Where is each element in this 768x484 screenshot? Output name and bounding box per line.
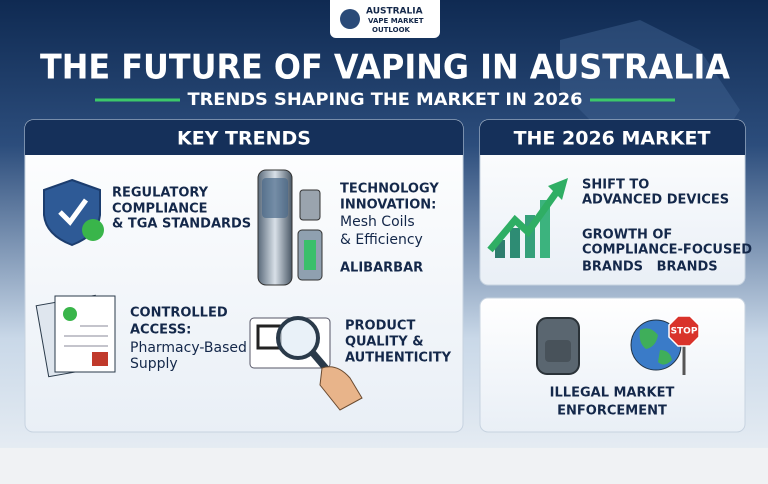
subtitle: TRENDS SHAPING THE MARKET IN 2026 — [188, 90, 583, 110]
bottom-strip — [0, 448, 768, 484]
logo-box — [330, 0, 440, 38]
market-text: COMPLIANCE-FOCUSED — [582, 243, 752, 258]
market-text: GROWTH OF — [582, 228, 672, 243]
trend-title: QUALITY & — [345, 335, 424, 350]
key-trends-panel — [24, 119, 464, 433]
panel-header — [25, 120, 463, 155]
badge-icon — [82, 219, 104, 241]
trend-title: ACCESS: — [130, 323, 191, 338]
trend-text: Supply — [130, 356, 178, 372]
trend-title: REGULATORY — [112, 186, 209, 201]
trend-title: CONTROLLED — [130, 306, 228, 321]
trend-title: PRODUCT — [345, 319, 415, 334]
brand: ALIBARBAR — [340, 261, 423, 276]
trend-title: AUTHENTICITY — [345, 351, 452, 366]
backpack-pocket — [545, 340, 571, 362]
trend-title: INNOVATION: — [340, 198, 436, 213]
hand-icon — [319, 366, 363, 411]
logo-text: OUTLOOK — [372, 26, 411, 34]
logo-emblem — [340, 9, 360, 29]
trend-text: Mesh Coils — [340, 214, 415, 230]
market-text: ENFORCEMENT — [557, 404, 667, 419]
market-text: ILLEGAL MARKET — [550, 386, 675, 401]
magnifier-icon — [276, 316, 320, 360]
device-window — [262, 178, 288, 218]
stop-text: STOP — [671, 327, 698, 337]
trend-title: COMPLIANCE — [112, 202, 208, 217]
globe-land — [639, 328, 672, 365]
panel-heading: THE 2026 MARKET — [514, 128, 711, 150]
logo-text: VAPE MARKET — [368, 17, 424, 25]
coil-icon — [299, 189, 321, 221]
battery-level — [304, 240, 316, 270]
check-icon — [58, 198, 89, 226]
stop-sign — [668, 315, 700, 347]
logo-text: AUSTRALIA — [366, 7, 423, 17]
stamp-icon — [92, 352, 108, 366]
trend-title: TECHNOLOGY — [340, 182, 439, 197]
panel-header — [480, 120, 745, 155]
trend-text: & Efficiency — [340, 232, 423, 248]
growth-chart-icon — [487, 178, 568, 258]
trend-text: Pharmacy-Based — [130, 340, 247, 356]
title: THE FUTURE OF VAPING IN AUSTRALIA — [40, 48, 731, 88]
trend-title: & TGA STANDARDS — [112, 217, 251, 232]
plus-icon — [63, 307, 77, 321]
panel-heading: KEY TRENDS — [177, 128, 311, 150]
map-silhouette — [560, 20, 740, 140]
market-text: ADVANCED DEVICES — [582, 193, 729, 208]
market-text: SHIFT TO — [582, 178, 649, 193]
market-text: BRANDS BRANDS — [582, 260, 718, 275]
